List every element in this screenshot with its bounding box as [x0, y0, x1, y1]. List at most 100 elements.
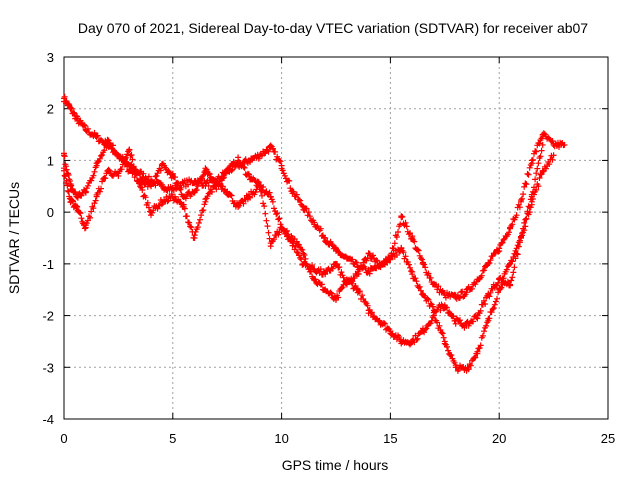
- data-point: [343, 255, 350, 262]
- data-point: [115, 152, 122, 159]
- data-point: [474, 312, 481, 319]
- data-point: [256, 152, 263, 159]
- x-tick-label: 25: [601, 431, 615, 446]
- x-tick-label: 15: [383, 431, 397, 446]
- data-point: [452, 294, 459, 301]
- data-point: [333, 297, 339, 304]
- data-point: [539, 167, 546, 174]
- data-point: [343, 281, 350, 288]
- data-point: [496, 286, 503, 293]
- data-point: [104, 167, 111, 174]
- data-point: [278, 162, 285, 169]
- data-point: [420, 291, 427, 298]
- data-point: [169, 185, 176, 192]
- data-point: [420, 328, 427, 335]
- data-point: [376, 317, 383, 324]
- data-point: [333, 260, 339, 267]
- y-tick-label: -2: [42, 309, 54, 324]
- data-point: [311, 219, 318, 226]
- data-point: [441, 338, 448, 345]
- data-point: [126, 167, 133, 174]
- x-tick-label: 20: [492, 431, 506, 446]
- data-point: [289, 188, 296, 195]
- data-point: [74, 116, 81, 123]
- data-point: [311, 276, 318, 283]
- data-point: [398, 338, 405, 345]
- data-point: [474, 276, 481, 283]
- data-point: [202, 180, 209, 187]
- data-point: [376, 260, 383, 267]
- y-tick-labels: -4 -3 -2 -1 0 1 2 3: [42, 50, 54, 427]
- data-point: [169, 172, 176, 179]
- data-point: [452, 364, 459, 371]
- data-point: [191, 178, 198, 185]
- data-point: [180, 203, 187, 210]
- data-point: [333, 247, 339, 254]
- y-tick-label: -4: [42, 412, 54, 427]
- data-point: [430, 307, 437, 314]
- data-point: [463, 289, 470, 296]
- data-point: [485, 317, 492, 324]
- data-point: [311, 266, 318, 273]
- y-tick-label: 3: [47, 50, 54, 65]
- data-point: [61, 167, 67, 174]
- x-tick-label: 5: [169, 431, 176, 446]
- data-point: [224, 188, 231, 195]
- data-point: [528, 157, 535, 164]
- data-point: [235, 203, 242, 210]
- data-point: [550, 141, 557, 148]
- data-point: [67, 198, 74, 205]
- data-point: [507, 224, 514, 231]
- axis-ticks: [63, 56, 609, 420]
- data-point: [148, 209, 155, 216]
- data-point: [474, 348, 481, 355]
- data-point: [245, 157, 252, 164]
- y-tick-label: 0: [47, 205, 54, 220]
- data-point: [452, 317, 459, 324]
- data-point: [409, 235, 416, 241]
- data-point: [67, 183, 74, 190]
- data-point: [245, 193, 252, 200]
- y-tick-label: 2: [47, 102, 54, 117]
- data-point: [224, 167, 231, 174]
- data-point: [300, 250, 307, 257]
- data-point: [202, 198, 209, 205]
- data-point: [115, 172, 122, 179]
- data-point: [137, 183, 144, 190]
- data-point: [485, 260, 492, 267]
- data-point: [398, 214, 405, 221]
- data-point: [517, 235, 524, 241]
- x-axis-label: GPS time / hours: [282, 457, 389, 473]
- data-point: [354, 286, 361, 293]
- data-point: [180, 193, 187, 200]
- data-point: [463, 366, 470, 373]
- data-point: [93, 193, 100, 200]
- data-point: [507, 260, 514, 267]
- data-point: [430, 281, 437, 288]
- x-tick-label: 0: [60, 431, 67, 446]
- data-point: [517, 198, 524, 205]
- data-point: [322, 271, 329, 278]
- data-point: [202, 167, 209, 174]
- data-point: [126, 147, 133, 154]
- data-point: [539, 131, 546, 138]
- series-markers: [61, 146, 545, 331]
- data-point: [354, 271, 361, 278]
- chart-title: Day 070 of 2021, Sidereal Day-to-day VTE…: [78, 20, 588, 36]
- data-point: [74, 193, 81, 200]
- data-point: [267, 144, 274, 151]
- data-point: [507, 281, 514, 288]
- data-point: [82, 188, 89, 195]
- data-point: [158, 198, 165, 205]
- data-point: [496, 245, 503, 252]
- data-point: [245, 172, 252, 179]
- data-point: [528, 193, 535, 200]
- data-point: [158, 183, 165, 190]
- data-point: [441, 291, 448, 298]
- data-point: [387, 255, 394, 262]
- data-point: [561, 141, 568, 148]
- data-point: [169, 193, 176, 200]
- data-point: [278, 224, 285, 231]
- data-point: [82, 126, 89, 133]
- y-tick-label: -1: [42, 257, 54, 272]
